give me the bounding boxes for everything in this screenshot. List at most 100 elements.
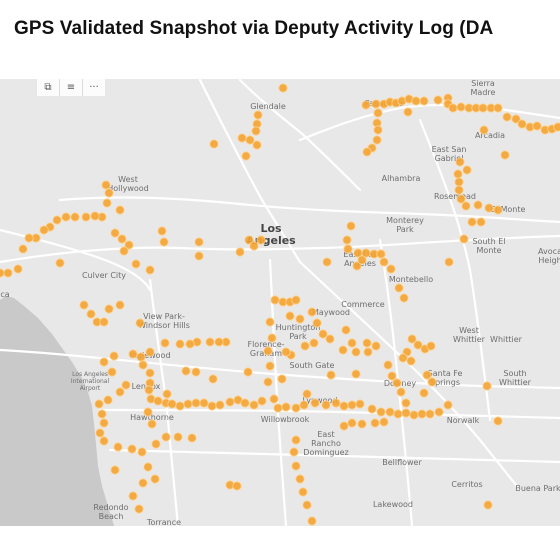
gps-point[interactable] bbox=[235, 247, 245, 257]
gps-point[interactable] bbox=[376, 407, 386, 417]
gps-point[interactable] bbox=[128, 491, 138, 501]
gps-point[interactable] bbox=[459, 234, 469, 244]
gps-point[interactable] bbox=[110, 465, 120, 475]
gps-point[interactable] bbox=[295, 314, 305, 324]
gps-point[interactable] bbox=[553, 122, 560, 132]
gps-point[interactable] bbox=[161, 432, 171, 442]
gps-point[interactable] bbox=[265, 361, 275, 371]
gps-point[interactable] bbox=[249, 241, 259, 251]
gps-point[interactable] bbox=[99, 436, 109, 446]
gps-point[interactable] bbox=[454, 185, 464, 195]
gps-point[interactable] bbox=[362, 338, 372, 348]
gps-point[interactable] bbox=[347, 400, 357, 410]
gps-point[interactable] bbox=[270, 295, 280, 305]
gps-point[interactable] bbox=[393, 409, 403, 419]
gps-point[interactable] bbox=[370, 418, 380, 428]
gps-point[interactable] bbox=[493, 103, 503, 113]
gps-point[interactable] bbox=[181, 366, 191, 376]
gps-point[interactable] bbox=[479, 125, 489, 135]
gps-point[interactable] bbox=[322, 257, 332, 267]
gps-point[interactable] bbox=[208, 374, 218, 384]
gps-point[interactable] bbox=[237, 133, 247, 143]
gps-point[interactable] bbox=[511, 114, 521, 124]
gps-point[interactable] bbox=[291, 435, 301, 445]
gps-point[interactable] bbox=[291, 403, 301, 413]
gps-point[interactable] bbox=[115, 300, 125, 310]
gps-point[interactable] bbox=[150, 474, 160, 484]
gps-point[interactable] bbox=[443, 400, 453, 410]
gps-point[interactable] bbox=[357, 255, 367, 265]
gps-point[interactable] bbox=[104, 304, 114, 314]
gps-point[interactable] bbox=[321, 400, 331, 410]
gps-point[interactable] bbox=[97, 409, 107, 419]
gps-point[interactable] bbox=[302, 500, 312, 510]
gps-point[interactable] bbox=[0, 268, 5, 278]
gps-point[interactable] bbox=[392, 378, 402, 388]
gps-point[interactable] bbox=[115, 387, 125, 397]
gps-point[interactable] bbox=[273, 403, 283, 413]
gps-point[interactable] bbox=[3, 268, 13, 278]
gps-point[interactable] bbox=[138, 478, 148, 488]
gps-point[interactable] bbox=[289, 447, 299, 457]
gps-point[interactable] bbox=[52, 215, 62, 225]
gps-point[interactable] bbox=[173, 432, 183, 442]
gps-point[interactable] bbox=[145, 368, 155, 378]
gps-point[interactable] bbox=[371, 341, 381, 351]
gps-point[interactable] bbox=[352, 261, 362, 271]
gps-point[interactable] bbox=[162, 389, 172, 399]
gps-point[interactable] bbox=[145, 265, 155, 275]
gps-point[interactable] bbox=[403, 107, 413, 117]
gps-point[interactable] bbox=[331, 398, 341, 408]
gps-point[interactable] bbox=[277, 374, 287, 384]
gps-point[interactable] bbox=[493, 205, 503, 215]
gps-point[interactable] bbox=[225, 397, 235, 407]
gps-point[interactable] bbox=[175, 401, 185, 411]
gps-point[interactable] bbox=[373, 125, 383, 135]
gps-point[interactable] bbox=[409, 410, 419, 420]
gps-point[interactable] bbox=[103, 395, 113, 405]
gps-point[interactable] bbox=[434, 407, 444, 417]
gps-point[interactable] bbox=[363, 347, 373, 357]
gps-point[interactable] bbox=[318, 329, 328, 339]
gps-point[interactable] bbox=[13, 264, 23, 274]
gps-point[interactable] bbox=[143, 462, 153, 472]
gps-point[interactable] bbox=[532, 121, 542, 131]
gps-point[interactable] bbox=[263, 377, 273, 387]
gps-point[interactable] bbox=[135, 318, 145, 328]
gps-point[interactable] bbox=[191, 367, 201, 377]
gps-point[interactable] bbox=[263, 346, 273, 356]
gps-point[interactable] bbox=[244, 235, 254, 245]
map-view[interactable]: SierraMadreGlendalePasadenaArcadiaEast S… bbox=[0, 79, 560, 526]
gps-point[interactable] bbox=[455, 157, 465, 167]
gps-point[interactable] bbox=[444, 257, 454, 267]
gps-point[interactable] bbox=[256, 235, 266, 245]
gps-point[interactable] bbox=[413, 340, 423, 350]
gps-point[interactable] bbox=[147, 419, 157, 429]
gps-point[interactable] bbox=[215, 400, 225, 410]
gps-point[interactable] bbox=[456, 194, 466, 204]
gps-point[interactable] bbox=[401, 408, 411, 418]
gps-point[interactable] bbox=[427, 377, 437, 387]
gps-point[interactable] bbox=[281, 347, 291, 357]
gps-point[interactable] bbox=[144, 385, 154, 395]
gps-point[interactable] bbox=[61, 212, 71, 222]
gps-point[interactable] bbox=[310, 398, 320, 408]
gps-point[interactable] bbox=[347, 338, 357, 348]
gps-point[interactable] bbox=[191, 398, 201, 408]
gps-point[interactable] bbox=[285, 311, 295, 321]
gps-point[interactable] bbox=[454, 177, 464, 187]
gps-point[interactable] bbox=[355, 399, 365, 409]
gps-point[interactable] bbox=[131, 259, 141, 269]
gps-point[interactable] bbox=[482, 381, 492, 391]
gps-point[interactable] bbox=[124, 240, 134, 250]
gps-point[interactable] bbox=[138, 360, 148, 370]
gps-point[interactable] bbox=[396, 387, 406, 397]
gps-point[interactable] bbox=[309, 338, 319, 348]
gps-point[interactable] bbox=[90, 211, 100, 221]
gps-point[interactable] bbox=[342, 235, 352, 245]
gps-point[interactable] bbox=[372, 135, 382, 145]
gps-point[interactable] bbox=[207, 401, 217, 411]
gps-point[interactable] bbox=[361, 100, 371, 110]
gps-point[interactable] bbox=[362, 147, 372, 157]
gps-point[interactable] bbox=[109, 351, 119, 361]
